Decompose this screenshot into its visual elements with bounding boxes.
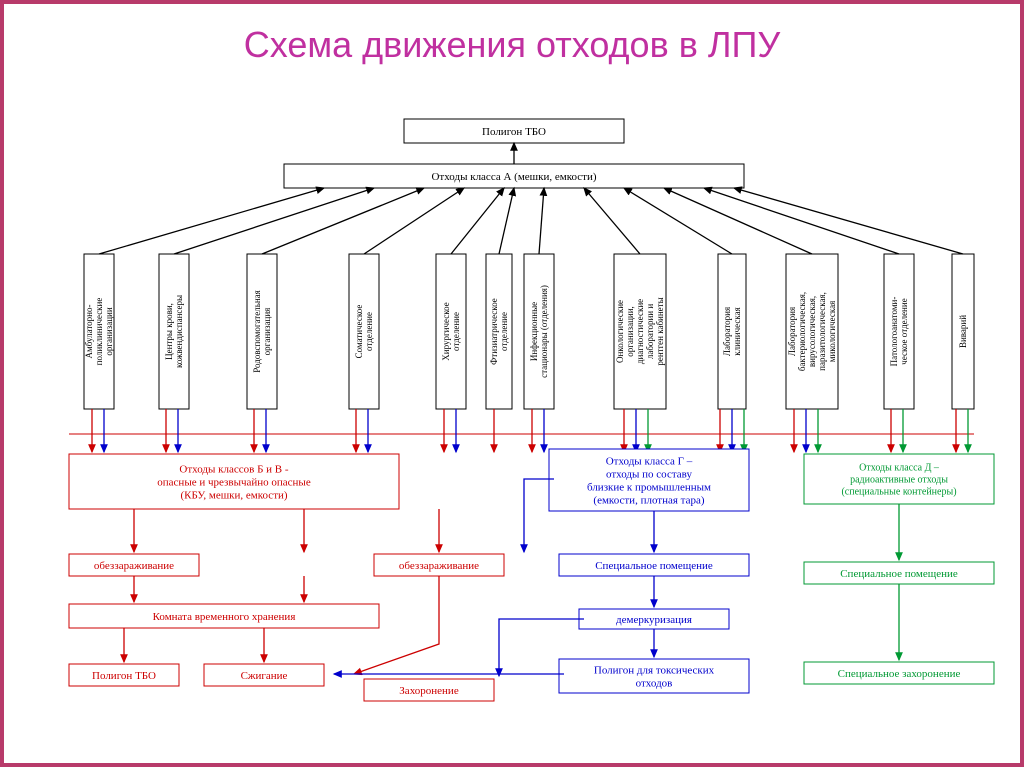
svg-text:обеззараживание: обеззараживание: [399, 560, 479, 572]
svg-text:бактериологическая,: бактериологическая,: [797, 292, 807, 371]
svg-text:Хирургическое: Хирургическое: [441, 302, 451, 360]
svg-text:организации: организации: [104, 307, 114, 356]
svg-text:Патологоанатоми-: Патологоанатоми-: [889, 297, 899, 367]
svg-text:(КБУ, мешки, емкости): (КБУ, мешки, емкости): [180, 489, 287, 501]
svg-text:паразитологическая,: паразитологическая,: [817, 292, 827, 371]
svg-text:Фтизиатрическое: Фтизиатрическое: [489, 298, 499, 365]
svg-text:отделение: отделение: [364, 312, 374, 351]
svg-text:обеззараживание: обеззараживание: [94, 560, 174, 572]
svg-text:рентген кабинеты: рентген кабинеты: [655, 297, 665, 365]
svg-text:(емкости, плотная тара): (емкости, плотная тара): [593, 494, 704, 506]
svg-text:Инфекционные: Инфекционные: [529, 302, 539, 361]
svg-text:лаборатории и: лаборатории и: [645, 304, 655, 360]
svg-text:Отходы класса Г –: Отходы класса Г –: [606, 455, 693, 467]
svg-text:организации,: организации,: [625, 306, 635, 357]
svg-text:вирусологическая,: вирусологическая,: [807, 296, 817, 367]
svg-text:Полигон для токсических: Полигон для токсических: [594, 664, 715, 676]
svg-text:кожвендиспансеры: кожвендиспансеры: [174, 295, 184, 368]
svg-text:Специальное помещение: Специальное помещение: [840, 568, 958, 580]
svg-text:микологическая: микологическая: [827, 301, 837, 362]
svg-text:клиническая: клиническая: [732, 307, 742, 355]
svg-text:Амбулаторно-: Амбулаторно-: [84, 305, 94, 359]
svg-text:Родовспомогательная: Родовспомогательная: [252, 290, 262, 373]
svg-text:стационары (отделения): стационары (отделения): [539, 285, 549, 378]
svg-text:Специальное помещение: Специальное помещение: [595, 560, 713, 572]
svg-text:поликлинические: поликлинические: [94, 298, 104, 366]
svg-text:Специальное захоронение: Специальное захоронение: [838, 668, 961, 680]
svg-text:Полигон ТБО: Полигон ТБО: [482, 126, 546, 138]
svg-text:(специальные контейнеры): (специальные контейнеры): [841, 487, 956, 498]
svg-text:Комната временного хранения: Комната временного хранения: [153, 611, 296, 623]
svg-text:отделение: отделение: [499, 312, 509, 351]
svg-text:Онкологические: Онкологические: [615, 300, 625, 363]
svg-text:опасные и чрезвычайно опасные: опасные и чрезвычайно опасные: [157, 476, 311, 488]
svg-text:Отходы класса Д –: Отходы класса Д –: [859, 463, 940, 474]
svg-text:Лаборатория: Лаборатория: [787, 307, 797, 356]
svg-text:Центры крови,: Центры крови,: [164, 303, 174, 360]
svg-text:радиоактивные отходы: радиоактивные отходы: [850, 475, 948, 486]
svg-text:отходы по составу: отходы по составу: [606, 468, 692, 480]
flowchart-canvas: Полигон ТБО Отходы класса А (мешки, емкос…: [4, 4, 1020, 763]
svg-text:Виварий: Виварий: [958, 315, 968, 348]
svg-text:Лаборатория: Лаборатория: [722, 307, 732, 356]
svg-text:Отходы классов Б и В -: Отходы классов Б и В -: [179, 463, 288, 475]
svg-text:отходов: отходов: [636, 677, 673, 689]
svg-text:Сжигание: Сжигание: [241, 670, 288, 682]
svg-text:Захоронение: Захоронение: [399, 685, 459, 697]
svg-text:Соматическое: Соматическое: [354, 305, 364, 359]
svg-text:демеркуризация: демеркуризация: [616, 614, 692, 626]
svg-text:близкие к промышленным: близкие к промышленным: [587, 481, 711, 493]
svg-text:организация: организация: [262, 308, 272, 356]
svg-text:ческое отделение: ческое отделение: [899, 298, 909, 364]
svg-text:Полигон ТБО: Полигон ТБО: [92, 670, 156, 682]
svg-text:Отходы класса А (мешки, емкост: Отходы класса А (мешки, емкости): [431, 171, 596, 183]
svg-text:диагностические: диагностические: [635, 299, 645, 364]
svg-text:отделение: отделение: [451, 312, 461, 351]
